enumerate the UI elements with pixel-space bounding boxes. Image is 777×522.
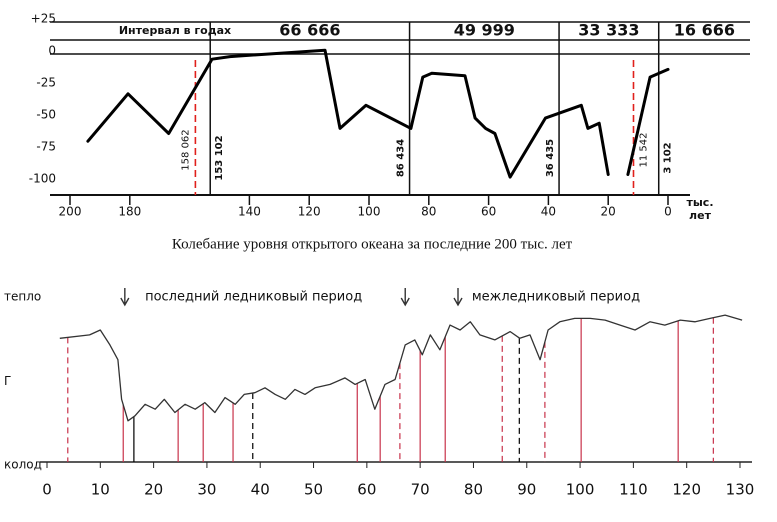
x-tick-label: 180: [118, 205, 141, 219]
x-tick-label: 30: [197, 481, 216, 499]
x-tick-label: 20: [601, 205, 616, 219]
arrow: [453, 288, 463, 307]
x-tick-label: 60: [357, 481, 376, 499]
boundary-label: 153 102: [214, 135, 225, 180]
red-marker-label: 11 542: [638, 133, 649, 168]
x-tick-label: 0: [42, 481, 52, 499]
y-tick-label: -50: [36, 108, 56, 122]
x-tick-label: 80: [464, 481, 483, 499]
x-tick-label: 110: [619, 481, 648, 499]
boundary-label: 86 434: [396, 139, 407, 177]
x-tick-label: 60: [481, 205, 496, 219]
x-tick-label: 20: [144, 481, 163, 499]
x-tick-label: 100: [358, 205, 381, 219]
x-tick-label: 0: [664, 205, 672, 219]
interval-label: Интервал в годах: [119, 24, 231, 37]
y-tick-label: +25: [31, 12, 56, 26]
x-tick-label: 10: [91, 481, 110, 499]
x-tick-label: 40: [541, 205, 556, 219]
y-label: колод: [4, 458, 42, 472]
x-axis-label: тыс.: [686, 196, 713, 209]
y-label: тепло: [4, 290, 41, 304]
y-tick-label: 0: [48, 44, 56, 58]
x-tick-label: 140: [238, 205, 261, 219]
annotation: последний ледниковый период: [145, 290, 362, 305]
arrow: [400, 288, 410, 307]
y-label: Г: [4, 374, 11, 388]
interval-value: 66 666: [279, 21, 340, 40]
annotation: межледниковый период: [472, 290, 640, 305]
y-tick-label: -100: [29, 172, 56, 186]
y-tick-label: -25: [36, 76, 56, 90]
interval-value: 49 999: [454, 21, 515, 40]
x-tick-label: 80: [421, 205, 436, 219]
boundary-label: 36 435: [545, 139, 556, 177]
x-tick-label: 100: [566, 481, 595, 499]
x-axis-label: лет: [689, 209, 712, 222]
arrow: [120, 288, 130, 307]
x-tick-label: 90: [517, 481, 536, 499]
red-marker-label: 158 062: [180, 129, 191, 170]
interval-value: 16 666: [674, 21, 735, 40]
x-tick-label: 70: [411, 481, 430, 499]
y-tick-label: -75: [36, 140, 56, 154]
temperature-line: [59, 314, 743, 422]
chart-title: Колебание уровня открытого океана за пос…: [172, 236, 573, 252]
x-tick-label: 120: [672, 481, 701, 499]
x-tick-label: 130: [726, 481, 755, 499]
x-tick-label: 40: [251, 481, 270, 499]
interval-value: 33 333: [578, 21, 639, 40]
x-tick-label: 200: [59, 205, 82, 219]
x-tick-label: 50: [304, 481, 323, 499]
x-tick-label: 120: [298, 205, 321, 219]
sea-level-line: [86, 48, 670, 179]
boundary-label: 3 102: [663, 142, 674, 173]
